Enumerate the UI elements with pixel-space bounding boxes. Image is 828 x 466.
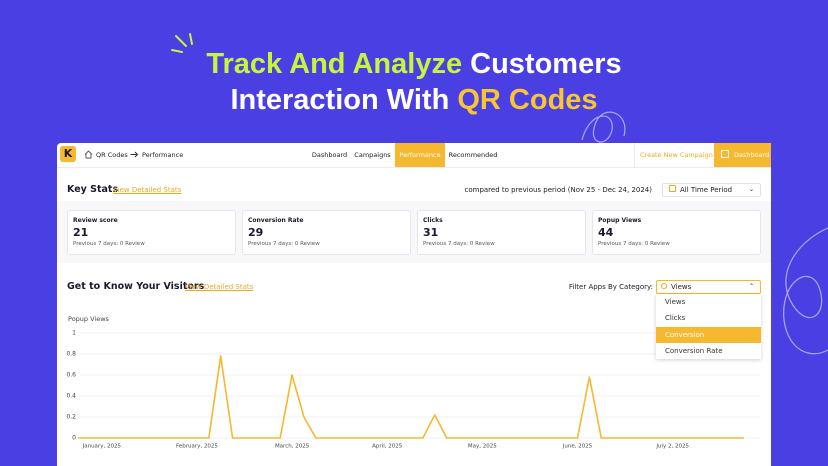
nav-tab[interactable]: Dashboard [311, 151, 348, 159]
stat-label: Review score [73, 217, 118, 224]
stat-card: Popup Views 44 Previous 7 days: 0 Review [592, 210, 761, 255]
x-tick-label: May, 2025 [468, 444, 497, 450]
x-tick-label: March, 2025 [275, 444, 310, 450]
dashboard-button[interactable]: Dashboard [714, 143, 771, 167]
stat-value: 29 [248, 226, 264, 239]
period-value: All Time Period [680, 186, 733, 194]
detail-link[interactable]: View Detailed Stats [185, 283, 254, 291]
headline-line-2: Interaction With QR Codes [0, 84, 828, 117]
dropdown-value: Views [671, 283, 692, 291]
stat-label: Conversion Rate [248, 217, 304, 224]
app-panel: K QR Codes Performance Dashboard Campaign… [57, 143, 771, 466]
nav-tab[interactable]: Recommended [448, 151, 498, 159]
detail-link[interactable]: View Detailed Stats [113, 186, 182, 194]
nav-tab[interactable]: Performance [395, 143, 445, 167]
x-tick-label: July 2, 2025 [655, 444, 689, 450]
headline-accent: Track And Analyze [206, 48, 463, 80]
dropdown-menu: Views Clicks Conversion Conversion Rate [656, 294, 761, 359]
data-line [78, 355, 744, 439]
breadcrumb-arrow [130, 151, 139, 158]
nav-separator [634, 143, 635, 167]
logo[interactable]: K [60, 146, 76, 162]
breadcrumb-link[interactable]: QR Codes [96, 151, 128, 159]
y-tick-label: 0.2 [66, 414, 76, 421]
tab-bar: Dashboard Campaigns Performance Recommended [309, 143, 501, 167]
stat-note: Previous 7 days: 0 Review [598, 241, 670, 247]
nav-tab[interactable]: Campaigns [354, 151, 391, 159]
stat-card: Conversion Rate 29 Previous 7 days: 0 Revi… [242, 210, 411, 255]
stat-card: Clicks 31 Previous 7 days: 0 Review [417, 210, 586, 255]
headline-line-1: Track And Analyze Customers [0, 48, 828, 81]
stat-note: Previous 7 days: 0 Review [248, 241, 320, 247]
headline-accent: QR Codes [457, 84, 598, 116]
dashboard-icon [721, 150, 729, 158]
caret: ⌃ [748, 283, 754, 290]
calendar-icon [669, 185, 676, 192]
stat-value: 31 [423, 226, 439, 239]
y-axis-label: Popup Views [68, 315, 110, 323]
x-tick-label: February, 2025 [176, 444, 218, 450]
category-dropdown[interactable]: Views ⌃ [656, 280, 761, 294]
sparkle [171, 33, 193, 53]
stat-value: 21 [73, 226, 89, 239]
headline-text: Customers [470, 48, 622, 80]
x-tick-label: June, 2025 [562, 444, 593, 450]
dropdown-icon [661, 283, 667, 289]
breadcrumb-current: Performance [142, 151, 184, 159]
stat-label: Popup Views [598, 217, 642, 224]
x-tick-label: April, 2025 [372, 444, 403, 450]
dropdown-option[interactable]: Clicks [665, 314, 686, 323]
section-title: Get to Know Your Visitors [67, 281, 205, 292]
y-tick-label: 0 [72, 435, 76, 442]
nav-divider [57, 167, 771, 168]
dropdown-option[interactable]: Views [665, 298, 686, 306]
dropdown-option[interactable]: Conversion Rate [665, 346, 723, 355]
x-tick-label: January, 2025 [82, 444, 122, 450]
stat-label: Clicks [423, 217, 443, 224]
create-campaign-button[interactable]: Create New Campaign [640, 151, 713, 159]
caret: ⌄ [748, 186, 754, 193]
y-tick-label: 0.8 [66, 351, 76, 358]
period-dropdown[interactable]: All Time Period ⌄ [662, 183, 761, 197]
stat-note: Previous 7 days: 0 Review [423, 241, 495, 247]
stat-note: Previous 7 days: 0 Review [73, 241, 145, 247]
dashboard-label: Dashboard [734, 151, 770, 159]
stat-card: Review score 21 Previous 7 days: 0 Review [67, 210, 236, 255]
y-tick-label: 0.4 [66, 393, 76, 400]
scribble [581, 111, 828, 355]
home-icon[interactable] [84, 150, 93, 159]
section-title: Key Stats [67, 184, 119, 195]
y-tick-label: 1 [72, 330, 76, 337]
dropdown-option[interactable]: Conversion [656, 326, 761, 343]
headline-text: Interaction With [230, 84, 450, 116]
comparison-text: compared to previous period (Nov 25 - De… [464, 186, 653, 194]
stat-value: 44 [598, 226, 614, 239]
y-tick-label: 0.6 [66, 372, 76, 379]
filter-label: Filter Apps By Category: [568, 283, 653, 291]
